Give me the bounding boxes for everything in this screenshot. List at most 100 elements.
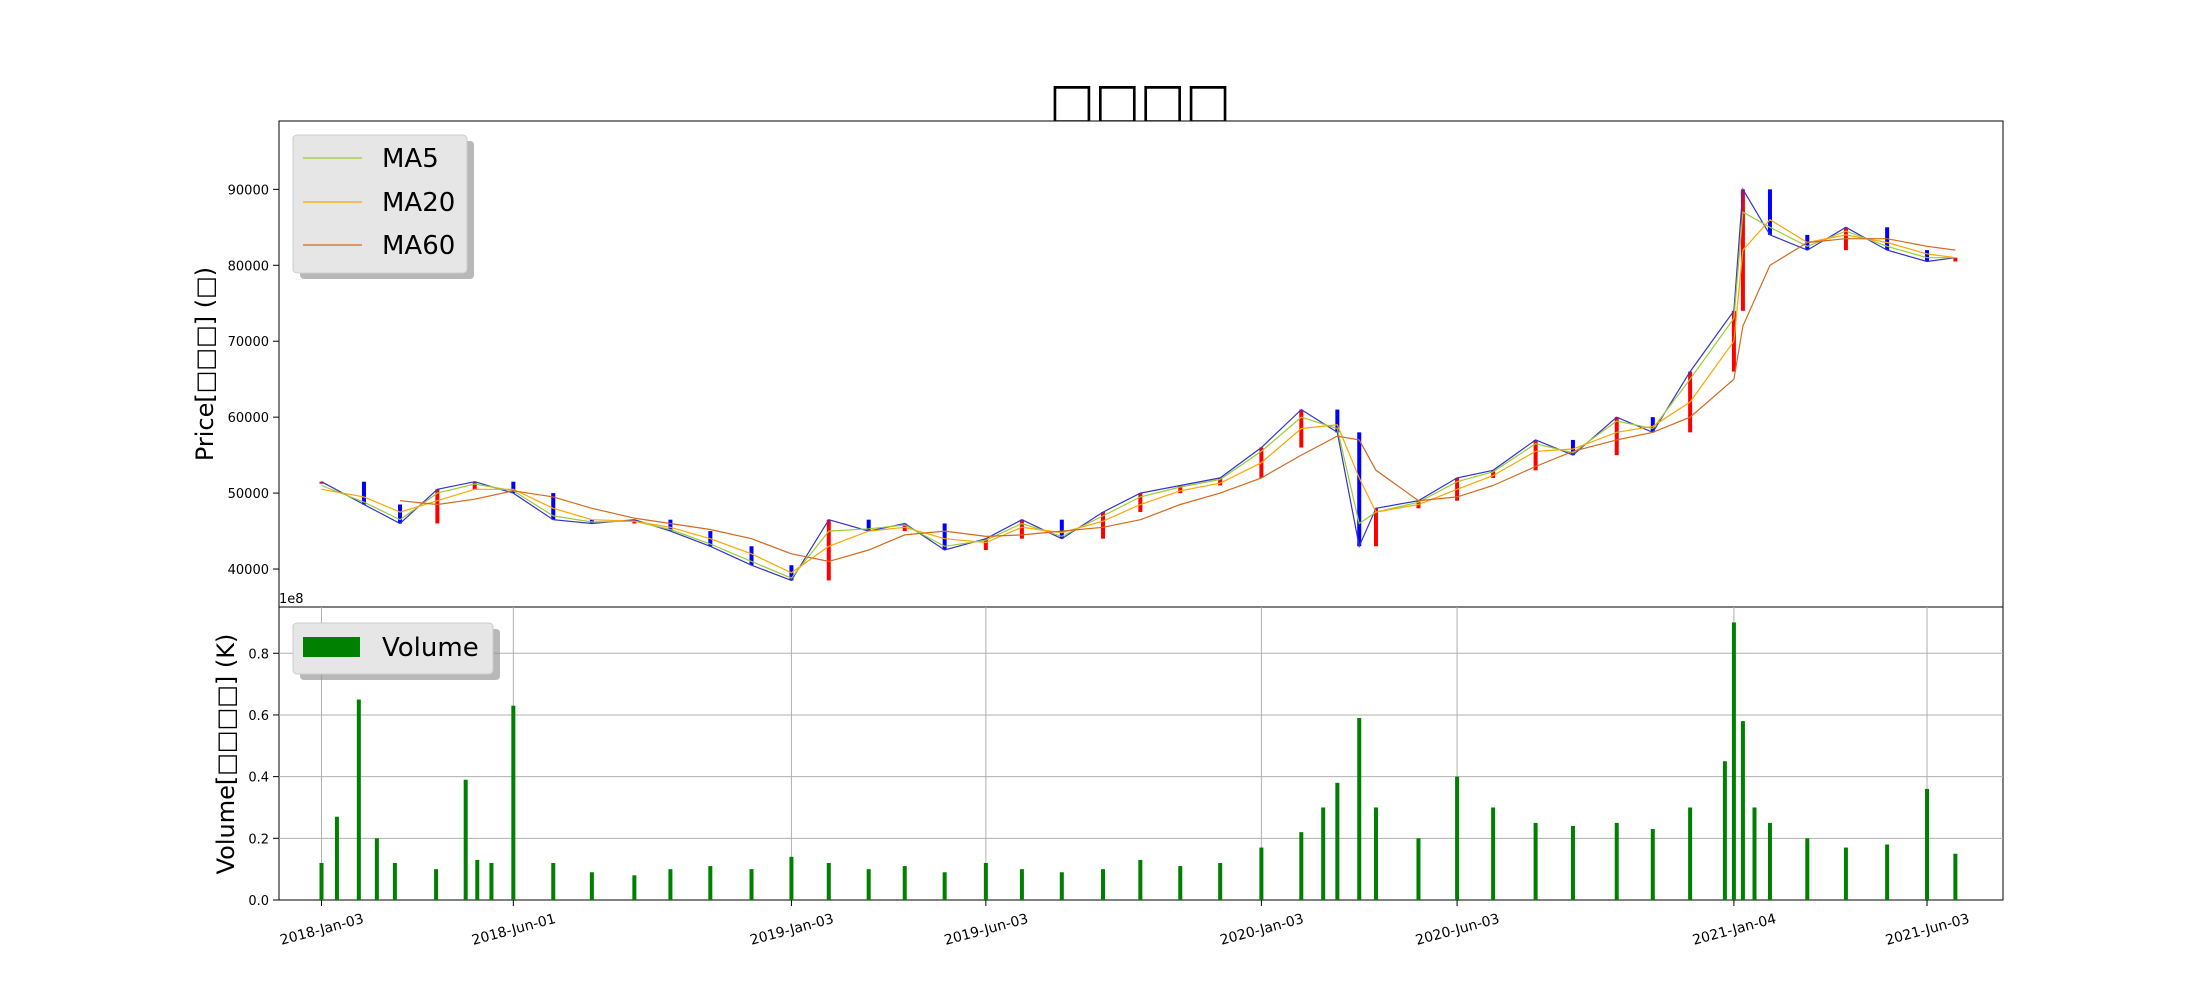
price-candle [983, 538, 988, 551]
volume-bar [789, 856, 794, 900]
xtick-label: 2018-Jun-01 [470, 911, 557, 949]
legend-label-ma5: MA5 [382, 144, 439, 174]
xtick-label: 2021-Jan-04 [1691, 911, 1778, 949]
volume-bar [1138, 859, 1143, 900]
volume-bar [749, 869, 754, 900]
price-candle [472, 481, 477, 490]
price-candle [1614, 417, 1619, 456]
price-candle [398, 504, 403, 524]
price-y-label: Price[□□□] (□) [191, 267, 219, 461]
volume-bar [463, 779, 468, 900]
volume-bar [1059, 872, 1064, 900]
volume-bar [1885, 844, 1890, 900]
price-candle [1953, 257, 1958, 262]
volume-legend: Volume [292, 622, 500, 680]
price-candle [1650, 417, 1655, 433]
price-ytick-label: 70000 [228, 335, 269, 350]
volume-bar [708, 866, 713, 900]
price-candle [1491, 470, 1496, 478]
price-candle [1178, 485, 1183, 494]
price-candle [1357, 432, 1362, 547]
price-candle [1570, 439, 1575, 456]
price-ytick-label: 90000 [228, 183, 269, 198]
price-candle [1373, 508, 1378, 547]
volume-y-ticks: 0.0 0.2 0.4 0.6 0.8 [248, 647, 279, 909]
price-candle [551, 493, 556, 520]
volume-bar [1533, 822, 1538, 900]
volume-bar [1731, 622, 1736, 900]
volume-bar [1357, 718, 1362, 900]
price-candle [435, 489, 440, 524]
legend-label-ma20: MA20 [382, 188, 455, 218]
volume-bar [1455, 776, 1460, 900]
volume-bar [1373, 807, 1378, 900]
volume-ytick-label: 0.4 [248, 771, 269, 786]
ma5-line [321, 211, 1956, 579]
volume-bar [1491, 807, 1496, 900]
price-candle [511, 481, 516, 494]
price-candle [826, 519, 831, 581]
volume-bar [1953, 853, 1958, 900]
xtick-label: 2018-Jan-03 [278, 911, 365, 949]
price-candle [1533, 439, 1538, 471]
legend-item-ma60: MA60 [303, 231, 455, 261]
price-candle [866, 519, 871, 532]
price-axes-frame [278, 120, 2004, 608]
volume-bar [983, 862, 988, 900]
volume-bar [668, 869, 673, 900]
volume-bar [1178, 866, 1183, 900]
volume-offset-text: 1e8 [279, 592, 304, 607]
volume-bar [632, 875, 637, 900]
volume-plot-area [319, 622, 1958, 900]
volume-bar [1722, 761, 1727, 900]
volume-bar [1218, 862, 1223, 900]
volume-bar [1740, 721, 1745, 900]
price-candle [749, 546, 754, 566]
volume-y-label: Volume[□□□□] (K) [212, 634, 240, 875]
price-candle [1335, 409, 1340, 433]
volume-bar [1752, 807, 1757, 900]
volume-bar [475, 859, 480, 900]
volume-bar [1335, 782, 1340, 900]
price-candle [1925, 250, 1930, 262]
ma60-line [399, 238, 1956, 563]
price-ytick-label: 80000 [228, 259, 269, 274]
volume-bar [1101, 869, 1106, 900]
xtick-label: 2019-Jun-03 [943, 911, 1030, 949]
volume-bar [942, 872, 947, 900]
volume-bar [511, 705, 516, 900]
price-candle [942, 523, 947, 551]
volume-bar [1321, 807, 1326, 900]
price-candle [1767, 189, 1772, 235]
price-candle [1218, 477, 1223, 486]
price-candle [319, 481, 324, 484]
price-candle [361, 481, 366, 505]
price-y-ticks: 40000 50000 60000 70000 80000 90000 [228, 183, 279, 578]
price-candle [1138, 493, 1143, 513]
volume-axes-frame [278, 606, 2004, 901]
volume-ytick-label: 0.8 [248, 647, 269, 662]
volume-bar [489, 862, 494, 900]
legend-item-ma5: MA5 [303, 144, 439, 174]
volume-bar [1688, 807, 1693, 900]
volume-bar [1650, 829, 1655, 900]
volume-ytick-label: 0.6 [248, 709, 269, 724]
chart-title: □□□□ [1049, 73, 1230, 129]
xtick-label: 2020-Jan-03 [1218, 911, 1305, 949]
volume-bar [551, 862, 556, 900]
volume-bar [1259, 847, 1264, 900]
volume-bar [434, 869, 439, 900]
xtick-label: 2019-Jan-03 [748, 911, 835, 949]
volume-bar [1767, 822, 1772, 900]
price-candle [1059, 519, 1064, 539]
volume-bar [319, 862, 324, 900]
volume-bar [826, 862, 831, 900]
price-candle [668, 519, 673, 532]
volume-bar [392, 862, 397, 900]
volume-bar [334, 816, 339, 900]
price-plot-area [319, 187, 1958, 582]
x-axis-ticks: 2018-Jan-03 2018-Jun-01 2019-Jan-03 2019-Ju… [278, 900, 1971, 949]
ma20-line [321, 218, 1956, 574]
